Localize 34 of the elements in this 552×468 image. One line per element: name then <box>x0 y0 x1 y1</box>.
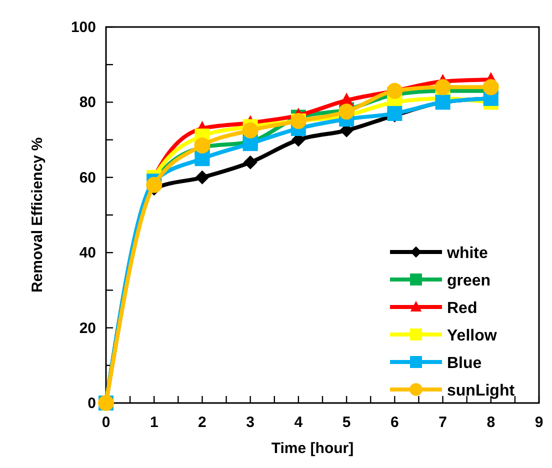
x-tick-label: 6 <box>390 414 399 431</box>
x-tick-label: 1 <box>150 414 158 431</box>
x-tick-label: 9 <box>534 414 544 431</box>
y-tick-label: 0 <box>88 395 96 412</box>
point <box>242 122 258 138</box>
point <box>482 79 499 96</box>
x-tick-label: 5 <box>342 414 351 431</box>
point <box>338 104 355 120</box>
y-tick-label: 40 <box>79 244 96 262</box>
legend-label: white <box>446 245 488 262</box>
y-tick-label: 60 <box>79 169 96 186</box>
x-tick-label: 2 <box>198 414 206 431</box>
x-tick-label: 3 <box>246 414 255 431</box>
x-tick-label: 8 <box>486 414 496 431</box>
y-tick-label: 80 <box>79 94 96 112</box>
legend-label: green <box>447 272 491 290</box>
point <box>194 137 210 154</box>
legend-label: Red <box>447 300 478 317</box>
legend-label: Blue <box>447 355 482 372</box>
y-axis-title: Removal Efficiency % <box>29 137 46 293</box>
legend-label: sunLight <box>447 382 516 400</box>
point <box>146 176 162 193</box>
point <box>243 155 258 170</box>
legend-label: Yellow <box>447 328 498 344</box>
y-tick-label: 20 <box>79 320 96 337</box>
x-tick-label: 0 <box>102 414 110 431</box>
x-tick-label: 4 <box>294 414 304 431</box>
x-tick-label: 7 <box>438 414 447 431</box>
point <box>194 151 210 166</box>
point <box>195 170 210 184</box>
y-tick-label: 100 <box>70 19 96 36</box>
x-axis-title: Time [hour] <box>271 440 354 457</box>
point <box>387 106 402 121</box>
point <box>434 79 451 96</box>
